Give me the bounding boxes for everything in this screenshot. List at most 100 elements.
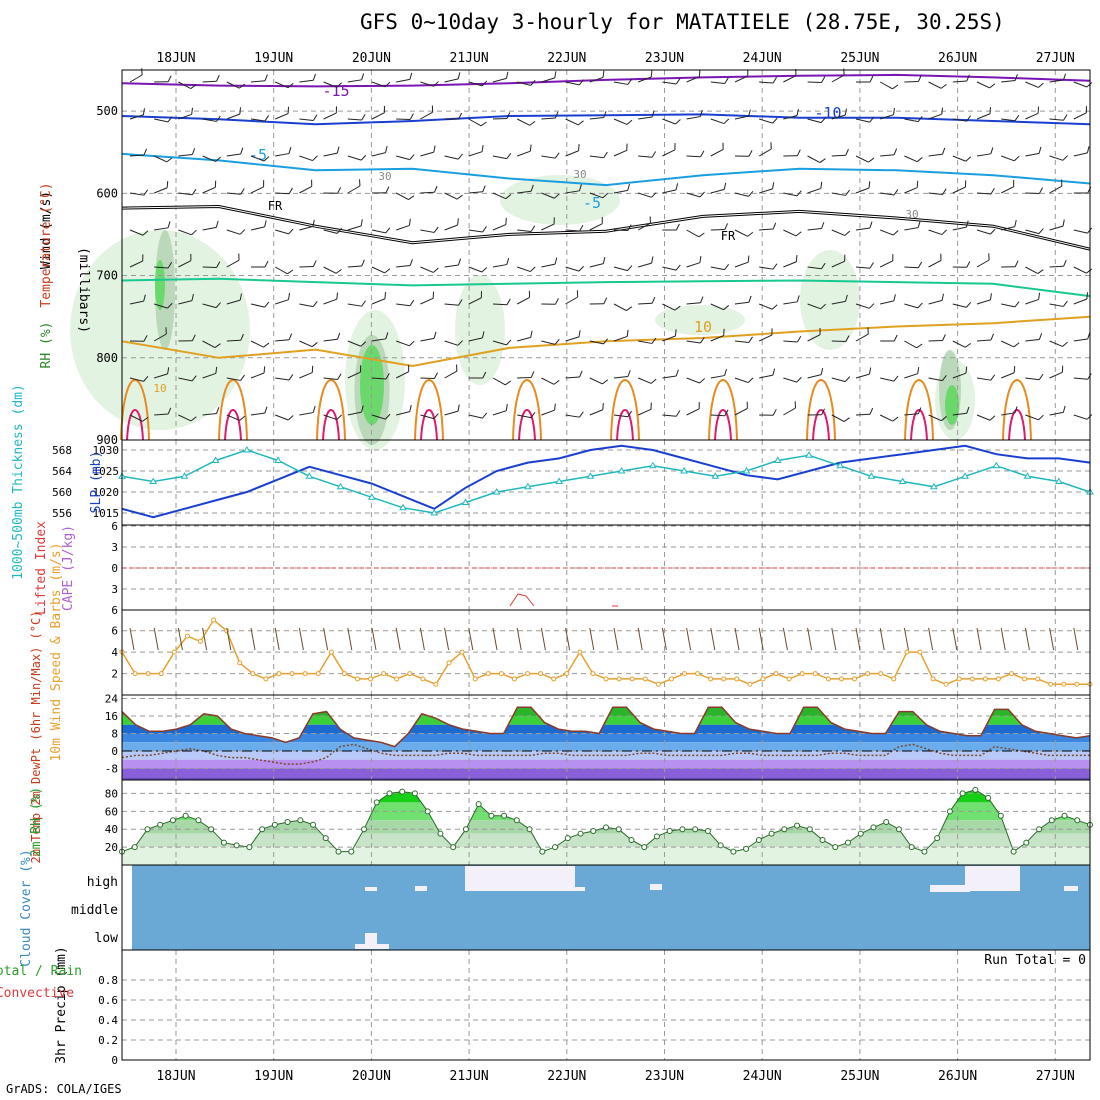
wind-barb <box>517 330 533 342</box>
wind-barb-staff <box>686 155 701 158</box>
wind-barb <box>468 185 486 194</box>
wind-barb-flag <box>747 231 754 237</box>
wind-barb-flag <box>674 329 677 337</box>
date-label-bottom-23JUN: 23JUN <box>645 1069 684 1084</box>
temp-contour-warm <box>616 409 634 441</box>
wind-ytick-2: 2 <box>111 668 118 681</box>
wind-barb-flag <box>942 147 946 155</box>
wind-barb-flag <box>505 194 512 200</box>
temp-contour--5 <box>121 152 1091 187</box>
temp-contour-warm <box>812 409 830 441</box>
wind-barb-staff <box>444 340 459 346</box>
wind-barb-flag <box>336 146 340 154</box>
wind-barb <box>662 410 681 417</box>
wind-barb-staff <box>226 377 241 381</box>
cloud-block <box>930 885 970 892</box>
page-title: GFS 0~10day 3-hourly for MATATIELE (28.7… <box>360 10 1005 34</box>
wind-barb <box>129 375 149 382</box>
wind-barb-flag <box>239 107 242 115</box>
wind-barb <box>613 370 631 379</box>
wind-barb <box>129 335 148 342</box>
wind-barb-staff <box>226 192 241 195</box>
wind-barb-flag <box>821 222 825 229</box>
wind-barb-flag <box>1062 73 1067 81</box>
wind-barb-staff <box>347 340 361 347</box>
wind-barb <box>589 338 609 345</box>
wind-barb <box>371 145 388 157</box>
rh-marker <box>335 848 342 855</box>
wind-barb <box>807 155 826 164</box>
wind-barb-flag <box>844 254 846 262</box>
wind-barb <box>855 327 869 342</box>
cloud-block <box>575 887 585 891</box>
wind-barb <box>178 414 197 422</box>
wind-barb-staff <box>589 76 604 83</box>
wind-speed-marker <box>328 649 334 655</box>
wind-barb-flag <box>964 180 967 188</box>
wind-barb-flag <box>869 116 875 123</box>
wind-barb <box>154 116 173 123</box>
legend-rh: RH (%) <box>39 322 54 369</box>
wind-barb-staff <box>783 377 797 383</box>
wind-barb-flag <box>844 230 851 236</box>
rh-marker <box>768 830 775 837</box>
wind-barb-staff <box>250 80 265 83</box>
thickness-marker <box>867 472 876 479</box>
wind-speed-marker <box>865 671 871 677</box>
wind-barb-staff <box>153 155 168 163</box>
wind-barb-staff <box>226 339 241 342</box>
wind-barb <box>1025 414 1044 421</box>
wind-barb-staff <box>153 333 167 342</box>
wind-barb <box>928 253 942 268</box>
wind-barb <box>952 115 971 122</box>
wind-barb <box>178 188 197 196</box>
wind-barb-flag <box>433 372 439 379</box>
date-label-top-19JUN: 19JUN <box>254 51 293 66</box>
wind-barb <box>976 228 996 235</box>
thickness-marker <box>243 446 251 453</box>
instability-ytick--3: 3 <box>111 541 118 554</box>
wind-barb <box>1049 259 1067 268</box>
wind-speed-marker <box>982 676 988 682</box>
wind-barb <box>807 303 826 310</box>
thickness-marker <box>399 503 407 511</box>
wind-barb <box>275 106 290 120</box>
wind-barb-staff <box>129 300 144 305</box>
surface-wind-barb <box>831 627 837 651</box>
wind-barb-staff <box>275 153 290 157</box>
wind-barb-staff <box>420 229 435 233</box>
wind-barb-staff <box>420 191 435 194</box>
wind-barb-flag <box>408 364 410 372</box>
rh-marker <box>373 799 380 806</box>
thickness-marker <box>586 472 595 479</box>
wind-barb-flag <box>482 185 486 192</box>
wind-barb <box>613 303 633 312</box>
wind-barb-flag <box>240 147 244 155</box>
wind-barb-flag <box>457 404 460 412</box>
wind-barb <box>565 411 584 418</box>
wind-barb <box>299 179 313 194</box>
wind-barb-flag <box>772 222 777 230</box>
wind-barb <box>1073 266 1093 274</box>
wind-barb-flag <box>844 108 847 116</box>
wind-barb <box>153 155 173 163</box>
wind-barb-staff <box>323 414 338 421</box>
wind-barb <box>1049 340 1068 347</box>
wind-barb-flag <box>869 221 873 229</box>
rh-marker <box>157 821 164 828</box>
wind-barb <box>299 260 317 268</box>
wind-barb <box>880 375 899 382</box>
wind-barb <box>541 338 560 345</box>
surface-wind-barb <box>129 627 135 651</box>
wind-barb <box>734 190 754 197</box>
wind-barb-staff <box>299 155 313 162</box>
wind-barb-flag <box>796 108 799 116</box>
wind-barb <box>444 192 463 200</box>
wind-barb-staff <box>904 155 918 163</box>
wind-barb <box>541 377 560 385</box>
wind-barb-staff <box>880 229 894 236</box>
wind-barb-flag <box>216 261 221 268</box>
wind-speed-marker <box>511 676 517 682</box>
instability-ytick-0: 0 <box>111 562 118 575</box>
wind-barb <box>734 401 748 416</box>
